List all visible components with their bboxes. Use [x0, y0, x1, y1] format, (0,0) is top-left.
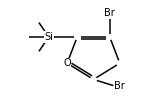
Text: Br: Br	[114, 81, 125, 91]
Text: Si: Si	[44, 32, 53, 42]
Text: O: O	[63, 58, 71, 68]
Text: Br: Br	[104, 8, 115, 18]
